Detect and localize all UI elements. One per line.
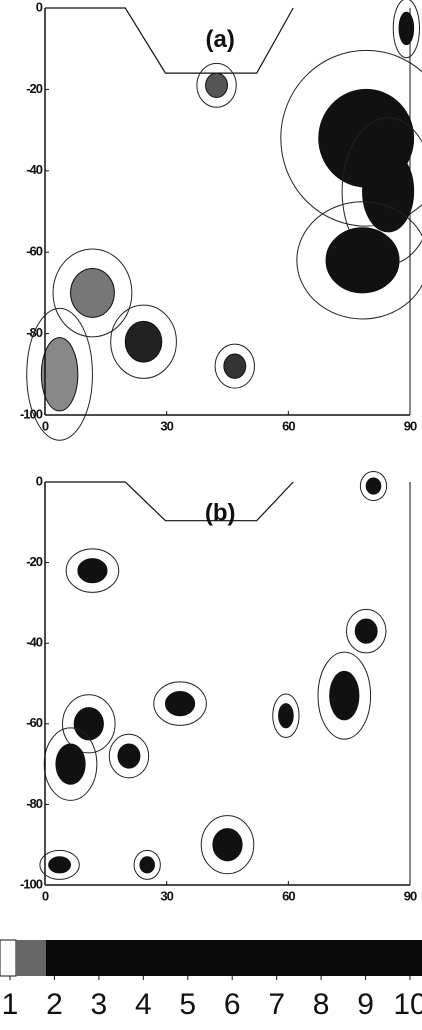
contour-line [108,733,150,779]
x-tick-label: 30 [160,418,173,433]
contour-fill [164,691,196,717]
contour-fill [124,320,163,363]
contour-line [196,62,237,108]
contour-fill [205,72,229,99]
contour-line [317,651,372,740]
contour-fill [48,856,72,874]
contour-fill [223,353,247,379]
contour-line [110,304,177,379]
colorbar-label: 8 [313,988,330,1021]
colorbar-label: 4 [135,988,152,1021]
contour-fill [365,477,382,495]
y-tick-label: -40 [26,635,43,650]
y-tick-label: -60 [26,715,43,730]
contour-fill [362,149,415,233]
colorbar-label: 3 [91,988,108,1021]
contour-line [280,49,422,227]
contour-fill [325,227,400,294]
contour-fill [55,743,86,785]
contour-line [200,815,255,875]
contour-line [272,693,300,739]
x-tick-label: 60 [282,888,295,903]
y-tick-label: 0 [36,473,43,488]
domain-boundary [45,481,294,522]
contour-fill [77,558,108,584]
contour-line [345,608,387,654]
colorbar: 1 2 3 4 5 6 7 8 9 10 [0,939,422,1021]
contour-line [62,694,116,754]
contour-fill [117,743,141,769]
contour-line [26,307,93,441]
contour-line [296,201,422,320]
contour-fill [329,670,360,721]
colorbar-label: 6 [224,988,241,1021]
contour-line [392,0,420,59]
contour-fill [73,707,104,741]
colorbar-mottled [16,940,46,976]
contour-line [39,849,80,880]
y-tick-label: -40 [26,162,43,177]
y-tick-label: -20 [26,81,43,96]
y-tick-label: -100 [20,406,43,421]
x-tick-label: 90 [404,418,417,433]
contour-fill [40,337,79,412]
y-tick-label: -60 [26,244,43,259]
chart-title: (b) [205,500,236,527]
contour-fill [139,856,155,874]
x-tick-label: 60 [282,418,295,433]
y-tick-label: -20 [26,554,43,569]
contour-fill [278,703,294,729]
y-tick-label: 0 [36,0,43,14]
colorbar-label: 10 [393,988,422,1021]
contour-fill [354,618,378,644]
colorbar-label: 9 [357,988,374,1021]
contour-line [133,849,161,880]
contour-line [52,248,133,338]
contour-line [359,471,388,502]
colorbar-label: 5 [179,988,196,1021]
x-tick-label: 0 [42,418,49,433]
contour-line [153,681,207,726]
y-tick-label: -80 [26,796,43,811]
x-tick-label: 0 [42,888,49,903]
contour-line [65,548,120,593]
x-tick-label: 90 [404,888,417,903]
colorbar-label: 7 [268,988,285,1021]
x-tick-label: 30 [160,888,173,903]
domain-boundary [45,7,294,74]
contour-fill [398,11,415,46]
y-tick-label: -100 [20,876,43,891]
y-tick-label: -80 [26,325,43,340]
contour-fill [70,267,115,318]
colorbar-label: 1 [2,988,19,1021]
colorbar-black [0,940,422,976]
contour-fill [212,828,243,862]
chart-title: (a) [206,26,235,53]
colorbar-label: 2 [46,988,63,1021]
colorbar-white [0,939,17,977]
contour-line [214,343,256,389]
